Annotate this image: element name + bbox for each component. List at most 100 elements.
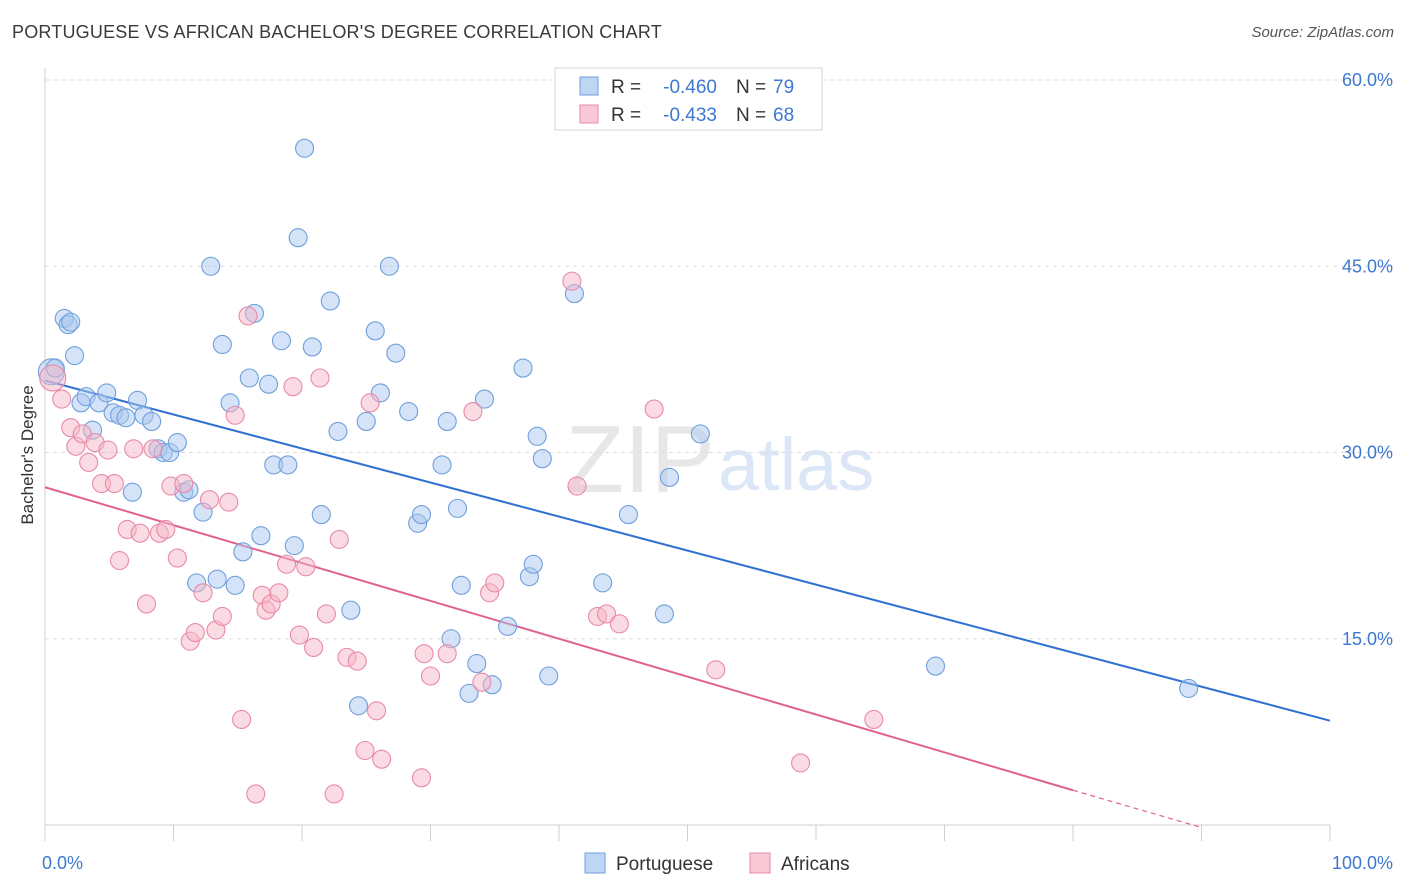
- portuguese-point: [207, 569, 227, 589]
- portuguese-point: [356, 411, 376, 432]
- watermark: ZIP atlas: [565, 406, 874, 513]
- legend: R = -0.460 N = 79 R = -0.433 N = 68: [554, 67, 823, 131]
- portuguese-point: [259, 374, 279, 394]
- portuguese-trend-line: [44, 379, 1331, 722]
- portuguese-point: [437, 411, 457, 432]
- africans-point: [283, 377, 303, 397]
- portuguese-point: [365, 321, 385, 341]
- africans-point: [372, 749, 392, 769]
- portuguese-point: [523, 554, 543, 574]
- portuguese-point: [142, 411, 162, 432]
- africans-trend-line-extension: [1072, 789, 1202, 829]
- portuguese-point: [122, 482, 142, 502]
- legend-r-value: -0.460: [663, 77, 717, 98]
- africans-point: [225, 405, 245, 425]
- africans-point: [124, 439, 144, 459]
- series-legend: Portuguese Africans: [584, 852, 850, 875]
- portuguese-point: [593, 573, 613, 593]
- legend-portuguese-swatch: [584, 852, 606, 874]
- legend-r-value: -0.433: [663, 105, 717, 126]
- portuguese-point: [225, 575, 245, 595]
- portuguese-point: [201, 256, 221, 276]
- legend-n-value: 79: [773, 77, 794, 98]
- africans-point: [644, 399, 664, 419]
- africans-point: [238, 306, 258, 326]
- portuguese-point: [474, 389, 495, 409]
- africans-point: [199, 490, 220, 510]
- portuguese-point: [459, 683, 479, 703]
- africans-point: [269, 583, 289, 603]
- portuguese-point: [284, 536, 304, 556]
- trend-lines: [44, 379, 1331, 829]
- portuguese-point: [116, 408, 136, 428]
- portuguese-point: [328, 421, 348, 441]
- africans-point: [562, 271, 582, 291]
- data-points: [37, 138, 1199, 804]
- africans-point: [437, 644, 457, 664]
- chart-source: Source: ZipAtlas.com: [1251, 24, 1394, 41]
- africans-point: [316, 604, 336, 624]
- portuguese-point: [539, 666, 559, 686]
- africans-point: [596, 604, 617, 624]
- africans-point: [212, 606, 232, 626]
- legend-r-label: R =: [611, 105, 641, 126]
- legend-africans-swatch: [749, 852, 771, 874]
- x-tick-label-min: 0.0%: [42, 853, 83, 873]
- africans-point: [304, 637, 324, 657]
- africans-point: [52, 389, 72, 409]
- y-tick-label: 45.0%: [1342, 256, 1393, 276]
- africans-point: [246, 784, 266, 804]
- africans-point: [360, 393, 380, 413]
- portuguese-point: [451, 575, 471, 595]
- africans-point: [864, 709, 884, 730]
- legend-n-label: N =: [736, 105, 766, 126]
- portuguese-point: [61, 312, 81, 332]
- portuguese-point: [167, 433, 187, 453]
- portuguese-point: [212, 334, 232, 355]
- portuguese-point: [311, 505, 331, 525]
- africans-point: [130, 523, 150, 543]
- africans-point: [98, 440, 118, 460]
- africans-point: [463, 401, 483, 422]
- portuguese-point: [498, 616, 518, 636]
- portuguese-point: [1179, 678, 1199, 698]
- axes: 15.0% 30.0% 45.0% 60.0% 0.0% 100.0% Bachelor's…: [18, 68, 1393, 873]
- legend-r-label: R =: [611, 77, 641, 98]
- portuguese-point: [925, 656, 946, 676]
- portuguese-point: [654, 604, 674, 624]
- africans-point: [472, 672, 492, 692]
- portuguese-point: [278, 455, 298, 475]
- portuguese-point: [411, 505, 432, 525]
- y-tick-label: 30.0%: [1342, 443, 1393, 463]
- africans-point: [219, 492, 239, 512]
- africans-point: [310, 368, 330, 388]
- africans-point: [411, 768, 432, 788]
- africans-point: [355, 740, 375, 761]
- portuguese-point: [386, 343, 406, 363]
- africans-point: [109, 550, 130, 571]
- y-tick-label: 60.0%: [1342, 70, 1393, 90]
- portuguese-point: [271, 331, 291, 351]
- africans-point: [706, 660, 726, 680]
- watermark-zip: ZIP: [565, 406, 714, 513]
- legend-n-label: N =: [736, 77, 766, 98]
- legend-box: [554, 67, 823, 131]
- watermark-atlas: atlas: [718, 423, 874, 506]
- africans-point: [414, 644, 434, 664]
- x-tick-label-max: 100.0%: [1332, 853, 1393, 873]
- legend-n-value: 68: [773, 105, 794, 126]
- portuguese-point: [432, 455, 452, 475]
- portuguese-point: [239, 368, 259, 388]
- africans-point: [567, 476, 587, 496]
- africans-point: [485, 573, 505, 593]
- portuguese-point: [513, 358, 533, 378]
- africans-trend-line: [44, 486, 1074, 792]
- portuguese-point: [288, 228, 308, 248]
- africans-point: [79, 452, 99, 472]
- portuguese-point: [527, 426, 547, 446]
- africans-point: [39, 364, 67, 392]
- chart-title: PORTUGUESE VS AFRICAN BACHELOR'S DEGREE …: [12, 22, 662, 42]
- portuguese-point: [447, 498, 468, 518]
- africans-point: [366, 701, 387, 721]
